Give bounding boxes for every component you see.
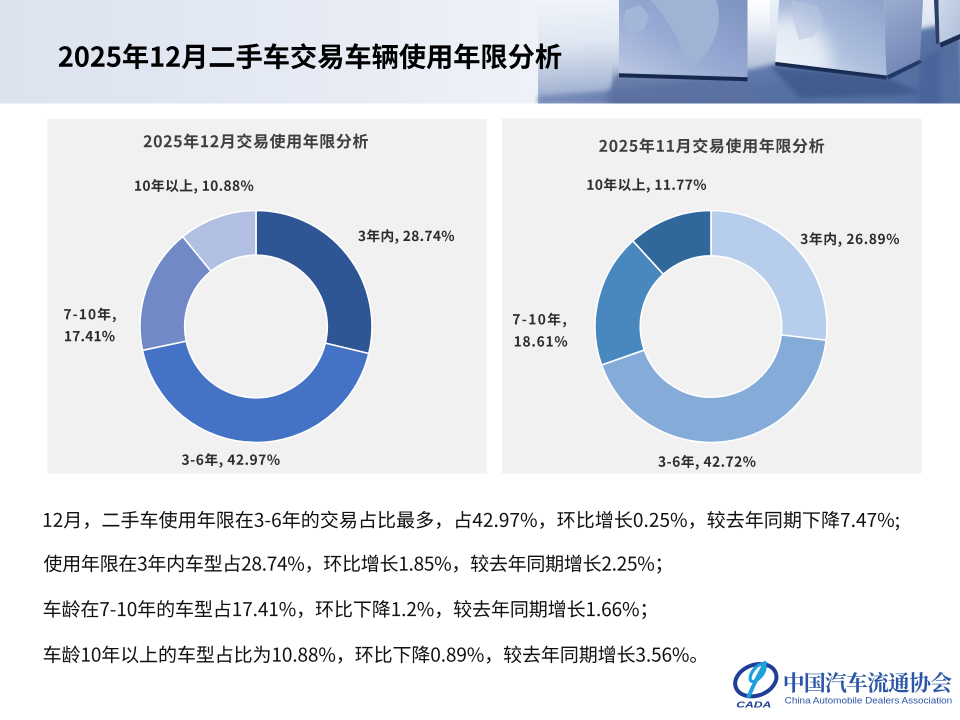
svg-text:China Automobile Dealers Assoc: China Automobile Dealers Association (785, 695, 953, 706)
svg-text:CADA: CADA (736, 700, 771, 710)
